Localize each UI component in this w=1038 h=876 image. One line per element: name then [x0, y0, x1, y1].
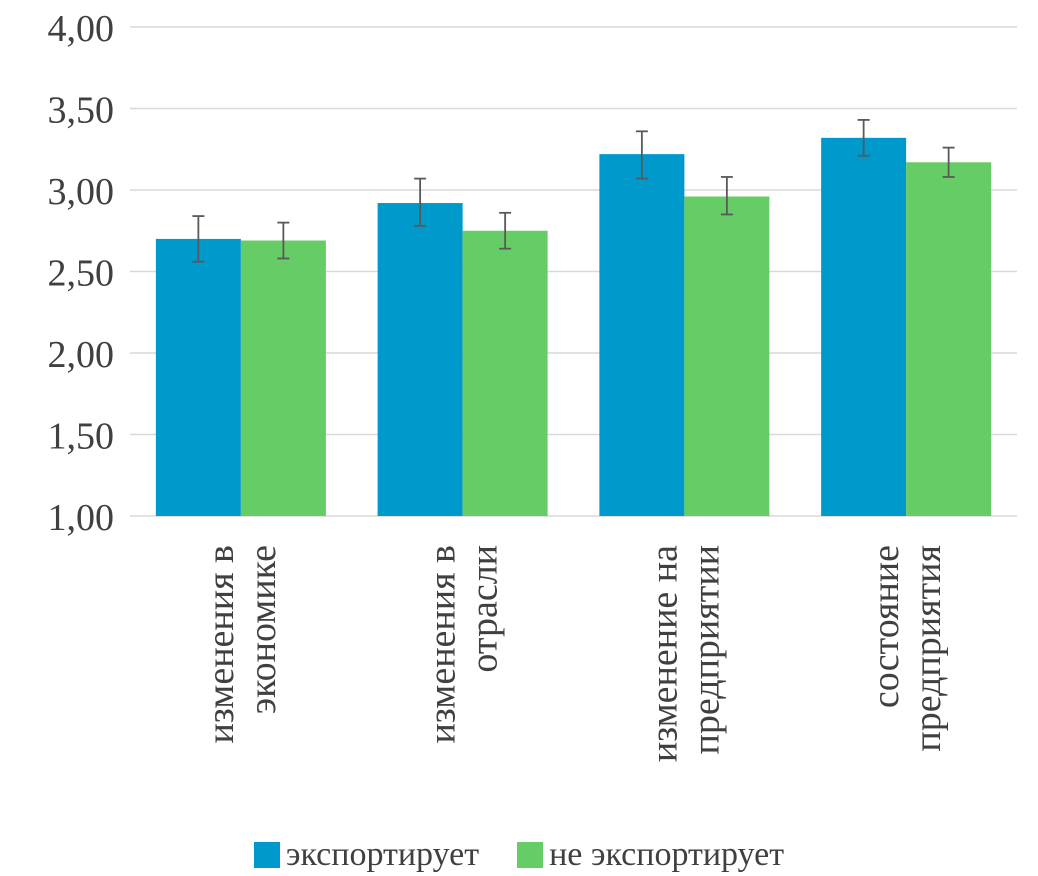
y-tick-label: 2,50 — [48, 253, 115, 295]
legend-item-not-exports: не экспортирует — [517, 836, 784, 874]
x-tick-label: предприятия — [907, 545, 949, 752]
x-tick-label: отрасли — [464, 545, 506, 673]
legend-label-exports: экспортирует — [285, 836, 480, 873]
y-tick-label: 1,50 — [48, 416, 115, 458]
y-tick-label: 4,00 — [48, 8, 115, 50]
legend-swatch-exports — [253, 842, 280, 868]
x-category-label-0: изменения в экономике — [200, 545, 284, 744]
bar-1-1 — [462, 230, 548, 516]
y-tick-label: 3,50 — [48, 90, 115, 132]
x-tick-label: экономике — [242, 545, 284, 714]
x-tick-label: изменения в — [200, 545, 242, 744]
x-tick-label: состояние — [865, 545, 907, 708]
bar-1-2 — [684, 196, 770, 516]
bar-1-3 — [906, 162, 992, 517]
x-tick-label: изменения в — [422, 545, 464, 744]
legend: экспортирует не экспортирует — [0, 836, 1038, 874]
x-category-label-2: изменение на предприятии — [643, 545, 727, 762]
y-tick-label: 3,00 — [48, 171, 115, 213]
bar-0-3 — [821, 137, 907, 516]
legend-swatch-not-exports — [517, 842, 544, 868]
x-category-label-1: изменения в отрасли — [422, 545, 506, 744]
y-tick-label: 2,00 — [48, 334, 115, 376]
x-category-label-3: состояние предприятия — [865, 545, 949, 752]
legend-item-exports: экспортирует — [253, 836, 480, 874]
bar-0-2 — [599, 154, 685, 516]
legend-label-not-exports: не экспортирует — [549, 836, 785, 873]
x-tick-label: предприятии — [685, 545, 727, 754]
bar-0-1 — [377, 203, 463, 517]
y-tick-label: 1,00 — [48, 497, 115, 539]
bar-1-0 — [240, 240, 326, 516]
x-tick-label: изменение на — [643, 545, 685, 762]
bar-0-0 — [155, 238, 241, 516]
